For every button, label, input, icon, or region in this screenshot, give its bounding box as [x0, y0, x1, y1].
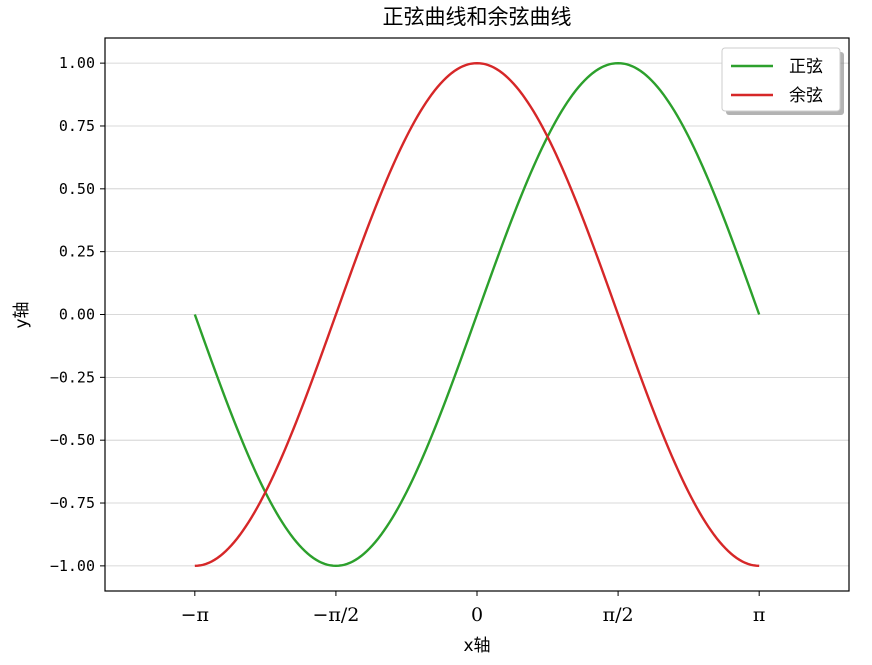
y-axis-label: y轴 — [12, 301, 32, 328]
series-line-0 — [193, 61, 761, 568]
y-tick-label: −0.75 — [50, 494, 95, 512]
y-tick-label: 1.00 — [59, 54, 95, 72]
x-tick-label: π — [753, 604, 766, 626]
chart-title: 正弦曲线和余弦曲线 — [383, 5, 572, 29]
series-line-1 — [194, 61, 760, 568]
x-tick-label: π/2 — [603, 604, 634, 626]
y-tick-label: 0.00 — [59, 306, 95, 324]
y-axis-ticks: 1.00 0.75 0.50 0.25 0.00 −0.25 −0.50 −0.75 −1.00 — [50, 54, 105, 575]
y-tick-label: −1.00 — [50, 557, 95, 575]
legend-label: 正弦 — [789, 57, 823, 77]
x-axis-ticks: −π −π/2 0 π/2 π — [181, 591, 766, 626]
y-tick-label: −0.50 — [50, 431, 95, 449]
x-tick-label: −π — [181, 604, 209, 626]
x-tick-label: −π/2 — [312, 604, 359, 626]
y-tick-label: 0.50 — [59, 180, 95, 198]
x-axis-label: x轴 — [463, 636, 490, 656]
y-tick-label: −0.25 — [50, 368, 95, 386]
x-tick-label: 0 — [471, 604, 483, 626]
y-tick-label: 0.75 — [59, 117, 95, 135]
curves — [193, 61, 761, 568]
legend-label: 余弦 — [789, 86, 823, 106]
y-tick-label: 0.25 — [59, 243, 95, 261]
